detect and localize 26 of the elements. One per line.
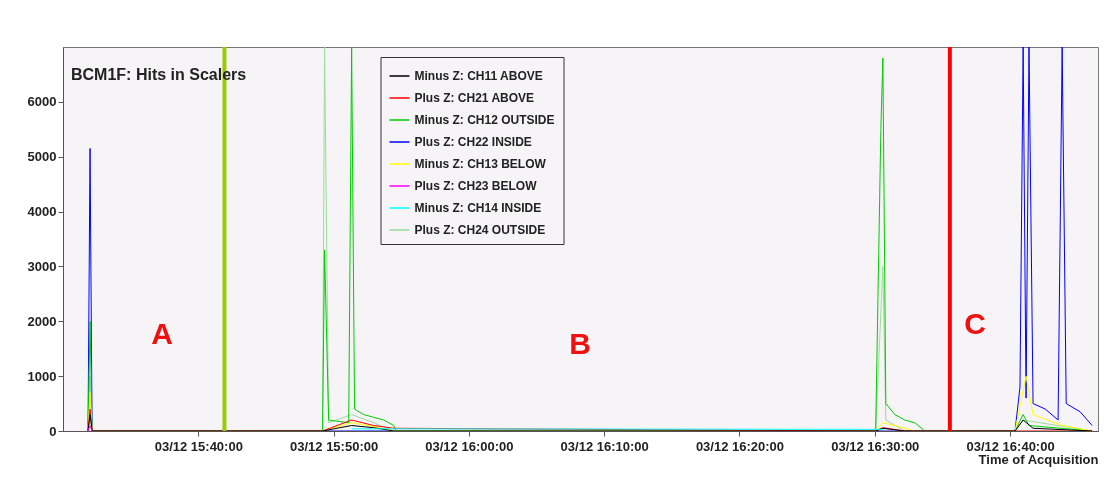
annotation: C xyxy=(964,307,986,340)
legend-label: Plus Z: CH22 INSIDE xyxy=(414,135,532,149)
y-tick-label: 1000 xyxy=(27,368,57,384)
y-tick-label: 6000 xyxy=(27,94,57,110)
legend-label: Plus Z: CH21 ABOVE xyxy=(414,91,535,105)
y-tick-label: 5000 xyxy=(27,149,57,165)
legend-label: Plus Z: CH24 OUTSIDE xyxy=(414,223,546,237)
x-tick-label: 03/12 16:40:00 xyxy=(966,438,1055,454)
y-tick-label: 4000 xyxy=(27,204,57,220)
annotation: B xyxy=(569,327,591,360)
x-tick-label: 03/12 16:10:00 xyxy=(560,438,649,454)
legend-label: Minus Z: CH14 INSIDE xyxy=(414,201,542,215)
legend-label: Minus Z: CH12 OUTSIDE xyxy=(414,113,555,127)
x-axis-title: Time of Acquisition xyxy=(978,451,1099,467)
x-tick-label: 03/12 15:40:00 xyxy=(154,438,243,454)
legend-label: Plus Z: CH23 BELOW xyxy=(414,179,538,193)
legend-label: Minus Z: CH11 ABOVE xyxy=(414,69,543,83)
x-tick-label: 03/12 16:20:00 xyxy=(695,438,785,454)
x-tick-label: 03/12 16:30:00 xyxy=(831,438,920,454)
annotation: A xyxy=(151,317,173,350)
legend-label: Minus Z: CH13 BELOW xyxy=(414,157,547,171)
y-tick-label: 0 xyxy=(49,423,57,439)
x-tick-label: 03/12 15:50:00 xyxy=(289,438,379,454)
x-tick-label: 03/12 16:00:00 xyxy=(425,438,514,454)
y-tick-label: 3000 xyxy=(27,258,57,274)
y-tick-label: 2000 xyxy=(27,313,57,329)
